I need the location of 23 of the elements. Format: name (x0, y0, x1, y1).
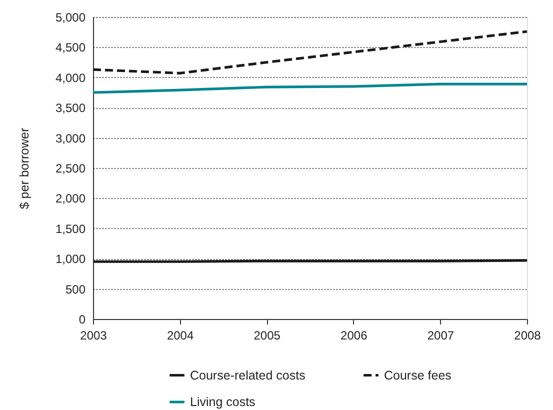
y-tick-label: 2,000 (55, 192, 86, 206)
y-tick-label: 2,500 (55, 162, 86, 176)
line-series (92, 30, 528, 74)
y-tick-label: 3,500 (55, 101, 86, 116)
x-tick-label: 2005 (254, 328, 281, 342)
y-tick-label: 4,000 (55, 70, 86, 85)
line-series (92, 82, 528, 94)
y-tick-label: 500 (65, 282, 86, 296)
x-tick-label: 2007 (427, 328, 454, 342)
x-tick-label: 2006 (340, 328, 368, 342)
y-tick-label: 1,000 (55, 252, 86, 266)
y-tick-label: 4,500 (55, 40, 86, 55)
y-tick-label: 0 (78, 312, 86, 326)
y-axis-title: $ per borrower (17, 128, 32, 210)
y-tick-label: 3,000 (55, 131, 86, 146)
y-tick-label: 1,500 (55, 222, 86, 236)
legend-label: Living costs (190, 395, 256, 409)
y-tick-label: 5,000 (55, 10, 86, 24)
x-tick-label: 2008 (514, 328, 542, 342)
legend-label: Course fees (384, 368, 452, 382)
x-tick-label: 2003 (80, 328, 108, 342)
x-tick-label: 2004 (166, 328, 194, 342)
legend-label: Course-related costs (190, 368, 306, 382)
